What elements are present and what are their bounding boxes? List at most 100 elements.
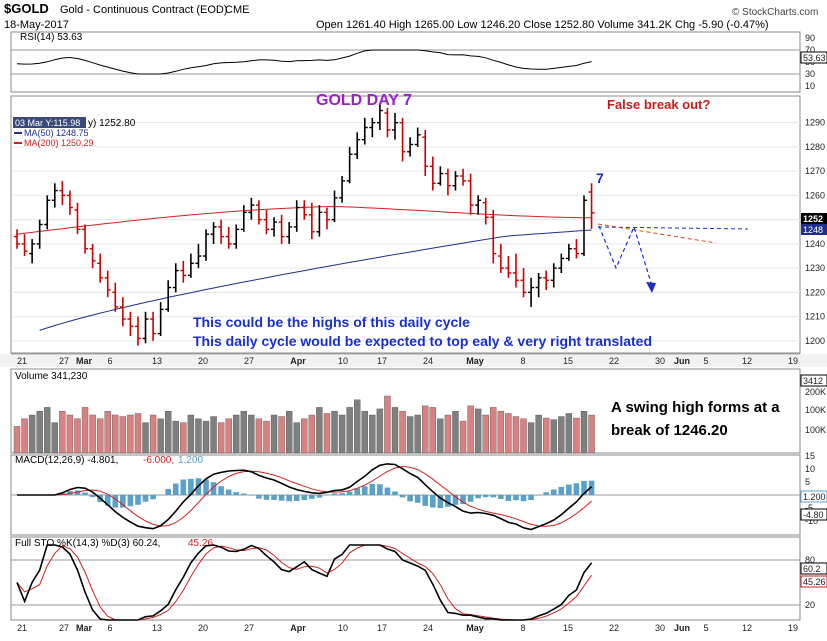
price-bar <box>89 243 96 269</box>
x-axis-label: Apr <box>290 356 306 366</box>
price-bar <box>172 263 179 293</box>
macd-hist-bar <box>293 495 300 502</box>
macd-signal-line <box>17 465 592 527</box>
volume-bar <box>323 413 331 454</box>
volume-tick-label: 100K <box>805 425 826 435</box>
macd-hist-bar <box>573 483 580 495</box>
price-bar <box>51 183 58 208</box>
volume-bar <box>240 411 248 454</box>
volume-bar <box>331 411 338 454</box>
volume-bar <box>44 407 51 454</box>
volume-bar <box>119 416 127 454</box>
price-bar <box>331 190 338 223</box>
macd-hist-bar <box>399 495 406 498</box>
x-axis-label: 20 <box>198 623 208 633</box>
price-bar <box>112 282 119 312</box>
volume-bar <box>543 417 550 454</box>
x-axis-label: May <box>466 623 484 633</box>
price-bar <box>392 112 398 140</box>
macd-hist-bar <box>346 491 353 495</box>
svg-text:45.26: 45.26 <box>803 577 826 587</box>
x-axis-label: 27 <box>244 623 254 633</box>
price-tick-label: 1290 <box>805 118 825 128</box>
volume-tick-label: 100K <box>805 405 826 415</box>
price-bar <box>565 243 572 261</box>
macd-hist-bar <box>452 495 459 505</box>
volume-bar <box>444 414 452 454</box>
price-bar <box>573 239 580 259</box>
volume-bar <box>278 416 285 454</box>
macd-hist-bar <box>543 492 549 495</box>
price-bar <box>240 205 247 232</box>
price-bar <box>369 117 376 138</box>
volume-bar <box>81 407 89 454</box>
macd-hist-bar <box>256 495 262 499</box>
sto-k-line <box>16 544 593 621</box>
macd-hist-bar <box>558 486 565 495</box>
macd-hist-bar <box>120 495 126 508</box>
price-bar <box>82 224 89 254</box>
x-axis-label: 15 <box>563 623 573 633</box>
macd-hist-bar <box>271 495 277 500</box>
volume-bar <box>376 408 384 454</box>
volume-bar <box>210 416 217 454</box>
macd-hist-bar <box>460 495 466 505</box>
macd-hist-bar <box>513 495 519 501</box>
sto-legend: Full STO %K(14,3) %D(3) 60.24, 45.26 <box>15 538 213 549</box>
macd-hist-bar <box>301 495 308 501</box>
price-bar <box>271 217 278 237</box>
price-bar <box>263 209 270 235</box>
x-axis-label: May <box>466 356 484 366</box>
x-axis-label: 19 <box>788 356 798 366</box>
price-bar <box>535 272 542 298</box>
x-axis-label: 6 <box>107 356 112 366</box>
macd-hist-bar <box>142 495 149 502</box>
macd-hist-bar <box>392 491 398 495</box>
macd-hist-bar <box>581 480 587 495</box>
macd-current-badges: 1.200 -4.80 <box>800 490 827 521</box>
volume-bar <box>202 420 210 454</box>
price-bar <box>581 195 587 257</box>
price-bar <box>165 280 172 312</box>
x-axis-label: 24 <box>423 356 433 366</box>
volume-bar <box>74 418 81 454</box>
macd-hist-bar <box>354 488 360 495</box>
macd-hist-bar <box>414 495 421 503</box>
macd-hist-bar <box>225 489 232 495</box>
macd-hist-bar <box>550 489 557 495</box>
volume-bar <box>558 416 565 454</box>
macd-hist-bar <box>331 493 338 495</box>
x-axis-label: Jun <box>674 356 690 366</box>
price-tick-label: 1270 <box>805 166 825 176</box>
x-axis-label: 19 <box>788 623 798 633</box>
price-bar <box>218 219 225 244</box>
price-bar <box>286 222 293 244</box>
macd-hist-bar <box>278 495 285 501</box>
volume-bar <box>293 422 300 454</box>
x-axis-label: 20 <box>198 356 208 366</box>
price-panel <box>10 95 801 354</box>
volume-bar <box>580 411 588 454</box>
volume-label: Volume 341,230 <box>15 371 88 382</box>
volume-bar <box>225 418 232 454</box>
chart-date: 18-May-2017 <box>4 19 69 31</box>
x-axis-label: 13 <box>152 623 162 633</box>
rsi-current-badge: 53.63 <box>800 51 827 64</box>
price-legend: 03 Mar Y:115.98 y) 1252.80 MA(50) 1248.7… <box>13 117 136 148</box>
macd-hist-bar <box>475 495 481 499</box>
x-axis-label: 12 <box>742 623 752 633</box>
x-axis-label: 30 <box>655 356 665 366</box>
price-tick-label: 1230 <box>805 263 825 273</box>
volume-bar <box>399 411 406 454</box>
price-bar <box>520 268 527 298</box>
price-bar <box>308 202 315 240</box>
x-axis-label: 21 <box>17 623 27 633</box>
x-axis-label: 10 <box>338 623 348 633</box>
price-bar <box>460 168 467 186</box>
volume-bar <box>406 416 414 454</box>
macd-hist-bar <box>535 495 542 496</box>
x-axis-label: 21 <box>17 356 27 366</box>
ohlc-readout: Open 1261.40 High 1265.00 Low 1246.20 Cl… <box>316 19 769 31</box>
price-tick-label: 1280 <box>805 142 825 152</box>
price-bar <box>97 253 104 283</box>
